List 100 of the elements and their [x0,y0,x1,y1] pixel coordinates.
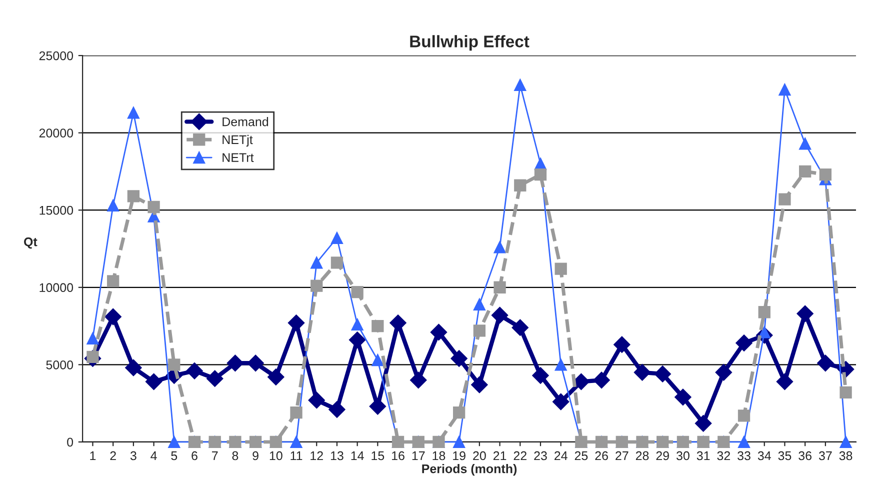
point [674,388,692,406]
point [776,373,794,390]
point [654,366,671,382]
point [512,319,529,336]
point [593,372,610,388]
x-tick-label: 9 [252,451,258,460]
x-tick-label: 11 [290,451,302,460]
point [694,415,712,432]
x-tick-label: 22 [514,451,526,460]
point [168,436,180,448]
x-tick-label: 37 [818,451,832,460]
point [778,83,791,96]
x-tick-label: 7 [212,451,218,460]
point [473,324,486,337]
x-tick-label: 24 [554,451,568,460]
point [554,262,567,275]
x-tick-label: 30 [676,451,690,460]
x-tick-label: 25 [574,451,588,460]
point [473,298,486,310]
point [840,436,852,448]
point [758,306,770,318]
point [514,78,526,91]
point [86,332,99,344]
y-tick-label: 0 [67,438,74,447]
point [206,370,224,387]
point [390,314,406,332]
legend-label: Demand [222,117,268,126]
legend-label: NETjt [222,134,253,147]
point [614,336,630,353]
x-tick-label: 38 [839,451,852,460]
point [554,358,567,371]
point [799,138,812,150]
x-tick-label: 32 [717,451,730,460]
x-tick-label: 16 [392,451,404,460]
x-tick-label: 29 [656,451,669,460]
x-tick-label: 19 [453,451,466,460]
x-tick-label: 17 [412,451,425,460]
x-tick-label: 8 [232,451,238,460]
point [145,373,162,390]
chart-title: Bullwhip Effect [410,35,530,51]
x-tick-label: 35 [778,451,792,460]
x-tick-label: 26 [595,451,608,460]
point [330,256,344,269]
point [715,364,732,381]
x-tick-label: 6 [192,451,198,460]
x-tick-label: 14 [351,451,364,460]
point [453,406,466,419]
point [738,410,750,422]
x-tick-label: 18 [432,451,446,460]
x-tick-label: 5 [171,451,178,460]
point [372,354,384,366]
x-tick-label: 10 [270,451,282,460]
point [328,401,346,418]
point [738,436,750,448]
point [430,324,448,341]
point [799,165,812,178]
point [351,286,364,298]
legend-label: NETrt [222,153,254,162]
x-tick-label: 21 [493,451,506,460]
point [494,281,506,294]
point [532,367,549,384]
point [453,436,466,448]
x-tick-label: 33 [738,451,750,460]
y-tick-label: 10000 [40,283,74,292]
point [290,406,302,419]
point [290,436,302,448]
point [104,308,122,326]
y-tick-label: 20000 [39,128,74,138]
point [226,354,244,372]
x-tick-label: 23 [534,451,547,460]
x-tick-label: 27 [616,451,628,460]
x-tick-label: 15 [372,451,384,460]
point [186,362,203,380]
point [348,332,366,348]
x-tick-label: 36 [798,451,812,460]
point [168,358,180,371]
point [534,168,547,181]
x-axis-title: Periods (month) [422,464,517,476]
point [148,200,160,214]
y-tick-label: 5000 [46,360,74,370]
point [552,393,570,410]
point [736,334,752,352]
y-tick-label: 15000 [40,206,74,215]
point [634,364,651,381]
point [369,398,386,415]
x-tick-label: 13 [330,451,344,460]
point [310,256,323,269]
point [491,306,508,324]
point [351,318,364,331]
x-tick-label: 31 [696,451,710,460]
point [410,372,427,388]
point [107,199,120,212]
point [796,305,814,322]
x-tick-label: 4 [150,451,157,460]
x-tick-label: 12 [310,451,323,460]
x-tick-label: 3 [130,451,136,460]
y-tick-label: 25000 [39,51,74,60]
point [310,280,323,292]
x-tick-label: 2 [110,451,116,460]
point [514,179,526,192]
